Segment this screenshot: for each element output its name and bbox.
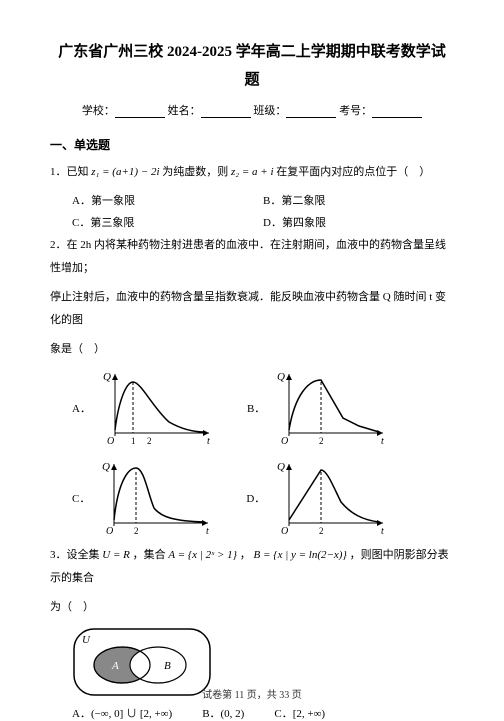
q1-options: A．第一象限 B．第二象限 C．第三象限 D．第四象限 <box>50 190 454 234</box>
q1-opt-d: D．第四象限 <box>263 212 454 234</box>
q3-num: 3． <box>50 549 67 561</box>
q2-charts: A． Q Ot 1 2 B． Q Ot 2 C． Q Ot 2 D． Q Ot 2 <box>50 368 454 538</box>
svg-text:Q: Q <box>277 461 285 473</box>
section-heading: 一、单选题 <box>50 136 454 153</box>
svg-text:O: O <box>106 526 113 537</box>
q3-f1: U = R <box>102 549 130 561</box>
q3-pre: 设全集 <box>67 549 100 561</box>
svg-text:O: O <box>281 526 288 537</box>
page-title-line2: 题 <box>50 68 454 92</box>
svg-text:O: O <box>107 436 114 447</box>
chart-a: Q Ot 1 2 <box>97 368 217 448</box>
question-2: 2．在 2h 内将某种药物注射进患者的血液中．在注射期间，血液中的药物含量呈线性… <box>50 234 454 280</box>
q2-line3: 象是（ ） <box>50 338 454 361</box>
chart-a-wrap: A． Q Ot 1 2 <box>72 368 217 448</box>
chart-b: Q Ot 2 <box>271 368 391 448</box>
svg-text:1: 1 <box>131 436 136 446</box>
q1-post: 在复平面内对应的点位于（ ） <box>276 166 430 178</box>
student-info-row: 学校： 姓名： 班级： 考号： <box>50 102 454 118</box>
svg-text:Q: Q <box>277 371 285 383</box>
svg-text:B: B <box>164 660 171 672</box>
q3-f2: A = {x | 2ˣ > 1} <box>168 549 237 561</box>
chart-c: Q Ot 2 <box>96 458 216 538</box>
q1-formula-1: z₁ = (a+1) − 2i <box>91 166 159 178</box>
class-blank <box>286 106 336 118</box>
q1-opt-c: C．第三象限 <box>72 212 263 234</box>
svg-text:A: A <box>111 660 119 672</box>
svg-text:Q: Q <box>103 371 111 383</box>
q1-formula-2: z₂ = a + i <box>231 166 274 178</box>
svg-text:O: O <box>281 436 288 447</box>
name-blank <box>201 106 251 118</box>
chart-b-wrap: B． Q Ot 2 <box>247 368 391 448</box>
q3-comma: ， <box>240 549 251 561</box>
q2-opt-a: A． <box>72 400 91 416</box>
q2-opt-b: B． <box>247 400 265 416</box>
svg-text:t: t <box>207 436 210 447</box>
q2-l1: 在 2h 内将某种药物注射进患者的血液中．在注射期间，血液中的药物含量呈线性增加… <box>50 239 446 274</box>
svg-text:Q: Q <box>102 461 110 473</box>
chart-d: Q Ot 2 <box>271 458 391 538</box>
question-1: 1．已知 z₁ = (a+1) − 2i 为纯虚数，则 z₂ = a + i 在… <box>50 161 454 184</box>
q2-line2: 停止注射后，血液中的药物含量呈指数衰减．能反映血液中药物含量 Q 随时间 t 变… <box>50 286 454 332</box>
svg-text:2: 2 <box>134 526 139 536</box>
svg-text:U: U <box>82 634 91 646</box>
q3-line2: 为（ ） <box>50 596 454 619</box>
q1-opt-a: A．第一象限 <box>72 190 263 212</box>
exam-blank <box>372 106 422 118</box>
q2-opt-d: D． <box>246 490 265 506</box>
svg-text:t: t <box>381 526 384 537</box>
q1-pre: 已知 <box>67 166 89 178</box>
svg-text:2: 2 <box>319 526 324 536</box>
name-label: 姓名： <box>168 102 201 118</box>
q2-opt-c: C． <box>72 490 90 506</box>
q1-num: 1． <box>50 166 67 178</box>
q1-mid: 为纯虚数，则 <box>162 166 228 178</box>
page-title-line1: 广东省广州三校 2024-2025 学年高二上学期期中联考数学试 <box>50 40 454 64</box>
q2-num: 2． <box>50 239 67 251</box>
svg-text:t: t <box>381 436 384 447</box>
q1-opt-b: B．第二象限 <box>263 190 454 212</box>
svg-text:2: 2 <box>147 436 152 446</box>
svg-text:t: t <box>206 526 209 537</box>
page-footer: 试卷第 11 页，共 33 页 <box>0 686 504 701</box>
chart-c-wrap: C． Q Ot 2 <box>72 458 216 538</box>
school-blank <box>115 106 165 118</box>
svg-text:2: 2 <box>319 436 324 446</box>
school-label: 学校： <box>82 102 115 118</box>
chart-d-wrap: D． Q Ot 2 <box>246 458 391 538</box>
exam-label: 考号： <box>339 102 372 118</box>
q3-mid1: ，集合 <box>133 549 166 561</box>
class-label: 班级： <box>253 102 286 118</box>
question-3: 3．设全集 U = R ，集合 A = {x | 2ˣ > 1} ， B = {… <box>50 544 454 590</box>
q3-f3: B = {x | y = ln(2−x)} <box>254 549 347 561</box>
